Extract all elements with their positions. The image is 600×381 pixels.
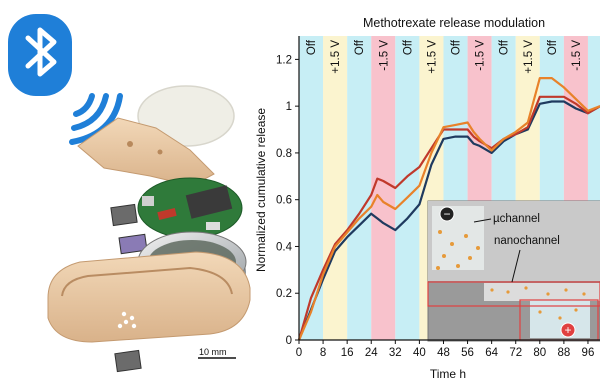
x-tick-label: 8	[320, 347, 326, 359]
series-line	[297, 95, 600, 341]
electrode-plate	[110, 203, 138, 227]
series-lines	[297, 77, 600, 341]
x-tick-label: 48	[437, 347, 450, 359]
series-line	[297, 100, 600, 341]
phase-labels: Off +1.5 V Off -1.5 V Off +1.5 V Off -1.5 V Off +…	[306, 39, 583, 73]
top-lid	[77, 117, 215, 187]
nanochannel-inset: − + µchannel nanochannel	[427, 200, 600, 342]
scale-bar-label: 10 mm	[199, 347, 227, 357]
x-tick-label: 32	[389, 347, 402, 359]
phase-label: Off	[402, 39, 414, 55]
y-axis-label: Normalized cumulative release	[254, 108, 268, 272]
phase-band	[323, 36, 348, 340]
nanochannel-chip	[118, 233, 148, 255]
plus-electrode-icon	[560, 322, 576, 338]
x-tick-label: 80	[533, 347, 546, 359]
phase-band	[347, 36, 372, 340]
release-chart: Off +1.5 V Off -1.5 V Off +1.5 V Off -1.5 V Off +…	[254, 16, 600, 381]
x-tick-label: 0	[296, 347, 302, 359]
phase-band	[395, 36, 420, 340]
x-tick-label: 72	[509, 347, 522, 359]
nanochannel-label: nanochannel	[494, 235, 560, 247]
chart-title: Methotrexate release modulation	[363, 16, 545, 30]
bottom-electrode	[114, 349, 142, 373]
phase-label: +1.5 V	[330, 40, 342, 74]
x-tick-label: 88	[557, 347, 570, 359]
wireless-signal-icon	[69, 93, 123, 145]
series-line	[297, 77, 600, 341]
membrane-disc	[137, 85, 235, 147]
phase-label: Off	[354, 39, 366, 55]
device-illustration: 10 mm	[8, 14, 251, 373]
x-tick-label: 64	[485, 347, 498, 359]
y-tick-label: 0.8	[276, 148, 292, 160]
x-tick-label: 40	[413, 347, 426, 359]
phase-label: +1.5 V	[426, 40, 438, 74]
x-tick-label: 24	[365, 347, 378, 359]
phase-label: -1.5 V	[475, 40, 487, 71]
phase-label: -1.5 V	[378, 40, 390, 71]
y-tick-label: 1.2	[276, 54, 292, 66]
x-tick-label: 96	[582, 347, 595, 359]
y-tick-label: 0	[286, 335, 292, 347]
phase-label: Off	[499, 39, 511, 55]
chart-axes: 0 8 16 24 32 40 48 56 64 72 80 88 96 0 0.2 0.4 0.6 0.8 1 1.…	[276, 36, 600, 359]
phase-label: +1.5 V	[523, 40, 535, 74]
x-axis-label: Time h	[430, 367, 466, 381]
phase-label: Off	[306, 39, 318, 55]
phase-band	[299, 36, 324, 340]
minus-sign: −	[443, 207, 450, 221]
phase-label: -1.5 V	[571, 40, 583, 71]
y-tick-label: 0.4	[276, 241, 293, 253]
phase-label: Off	[547, 39, 559, 55]
phase-label: Off	[451, 39, 463, 55]
plus-sign: +	[564, 323, 571, 337]
circuit-board	[137, 177, 243, 239]
x-tick-label: 16	[341, 347, 354, 359]
bluetooth-icon	[8, 14, 72, 96]
minus-electrode-icon	[439, 206, 455, 222]
y-tick-label: 0.2	[276, 288, 292, 300]
phase-band	[371, 36, 396, 340]
base-shell	[47, 251, 251, 343]
y-tick-label: 0.6	[276, 195, 292, 207]
x-tick-label: 56	[461, 347, 474, 359]
microchannel-label: µchannel	[493, 213, 540, 225]
y-tick-label: 1	[286, 101, 292, 113]
